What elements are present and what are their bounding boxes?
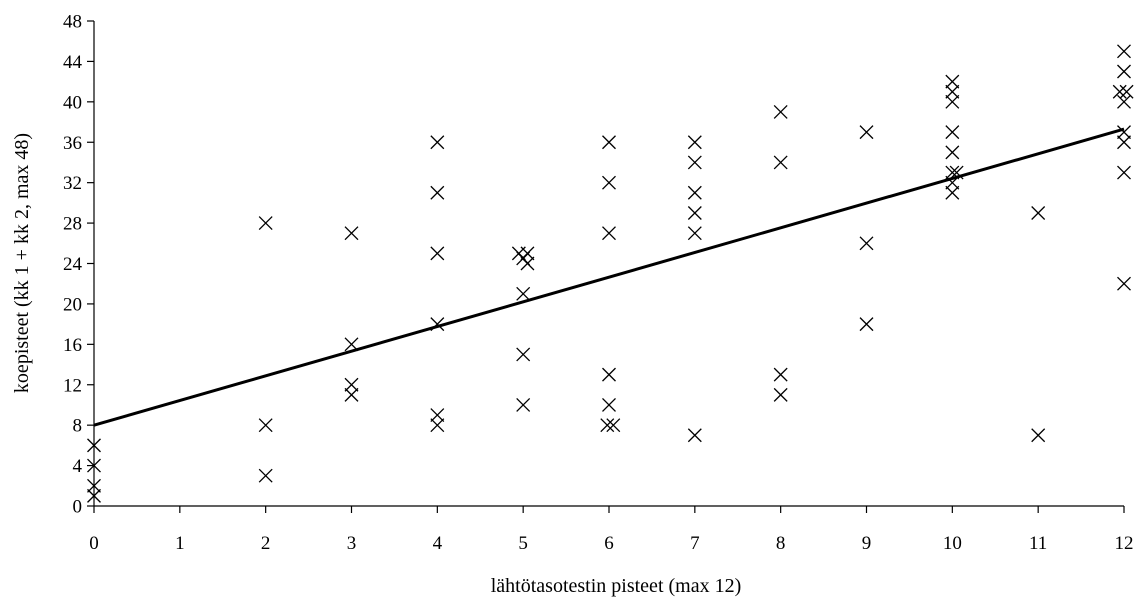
data-point [430, 185, 445, 200]
y-tick-label: 20 [63, 294, 82, 315]
x-tick-label: 7 [690, 533, 700, 554]
data-point [602, 135, 616, 150]
data-point [258, 418, 273, 433]
y-tick-label: 48 [63, 12, 82, 33]
data-point [602, 397, 616, 412]
data-point [945, 145, 960, 160]
data-point [687, 206, 702, 220]
data-point [600, 418, 615, 433]
x-tick-label: 9 [862, 533, 872, 554]
data-point [87, 458, 101, 473]
data-point [87, 488, 101, 503]
data-point [258, 468, 273, 483]
data-point [945, 84, 960, 99]
data-point [773, 104, 788, 119]
x-tick-label: 5 [518, 533, 528, 554]
data-point [1117, 94, 1131, 109]
y-tick-label: 8 [73, 416, 83, 437]
data-point [1112, 84, 1127, 99]
x-tick-label: 1 [175, 533, 185, 554]
x-ticks: 0 1 2 3 4 5 6 7 8 9 10 11 12 [89, 506, 1134, 554]
data-point [344, 387, 359, 402]
data-point [687, 428, 702, 443]
data-point [687, 155, 702, 170]
y-tick-label: 16 [63, 335, 82, 356]
data-point [773, 367, 788, 382]
y-axis-title: koepisteet (kk 1 + kk 2, max 48) [11, 133, 33, 393]
data-point [430, 135, 445, 150]
data-point [1119, 84, 1134, 99]
data-point [520, 256, 535, 271]
y-tick-label: 24 [63, 254, 83, 275]
data-point [687, 135, 702, 150]
data-point [87, 478, 101, 493]
y-tick-label: 0 [73, 497, 83, 518]
y-tick-label: 44 [63, 52, 83, 73]
data-point [687, 185, 702, 200]
data-point [1031, 428, 1046, 443]
axes [93, 21, 1124, 507]
y-tick-label: 36 [63, 133, 82, 154]
data-point [773, 155, 788, 170]
data-point [859, 317, 874, 332]
data-point [773, 387, 788, 402]
y-tick-label: 28 [63, 214, 82, 235]
y-tick-label: 32 [63, 173, 82, 194]
data-point [945, 74, 960, 89]
data-point [516, 397, 531, 412]
x-axis-title: lähtötasotestin pisteet (max 12) [491, 575, 742, 597]
x-tick-label: 11 [1029, 533, 1047, 554]
x-tick-label: 8 [776, 533, 786, 554]
data-point [258, 216, 273, 231]
data-point [516, 286, 531, 301]
data-point [430, 408, 445, 423]
data-point [1117, 44, 1131, 59]
data-point [945, 94, 960, 109]
data-point [945, 125, 960, 140]
data-point [602, 367, 616, 382]
data-point [945, 185, 960, 200]
data-point [430, 246, 445, 261]
trend-line [93, 127, 1125, 427]
x-tick-label: 3 [347, 533, 357, 554]
data-point [87, 438, 101, 453]
data-point [516, 347, 531, 362]
data-point [687, 226, 702, 241]
x-tick-label: 0 [89, 533, 99, 554]
data-point [1117, 64, 1131, 79]
data-point [1117, 276, 1131, 291]
x-tick-label: 6 [604, 533, 614, 554]
data-point [1117, 165, 1131, 180]
data-point [606, 418, 621, 433]
x-tick-label: 4 [433, 533, 443, 554]
data-point [344, 377, 359, 392]
data-point [602, 226, 616, 241]
data-point [602, 175, 616, 190]
data-point [344, 226, 359, 241]
y-tick-label: 4 [73, 456, 83, 477]
x-tick-label: 10 [943, 533, 962, 554]
data-point [1117, 135, 1131, 150]
data-point [1031, 206, 1046, 220]
data-points [87, 44, 1134, 503]
data-point [859, 236, 874, 251]
y-tick-label: 40 [63, 92, 82, 113]
y-tick-label: 12 [63, 375, 82, 396]
x-tick-label: 12 [1115, 533, 1134, 554]
x-tick-label: 2 [261, 533, 271, 554]
data-point [1117, 125, 1131, 140]
data-point [430, 418, 445, 433]
data-point [859, 125, 874, 140]
